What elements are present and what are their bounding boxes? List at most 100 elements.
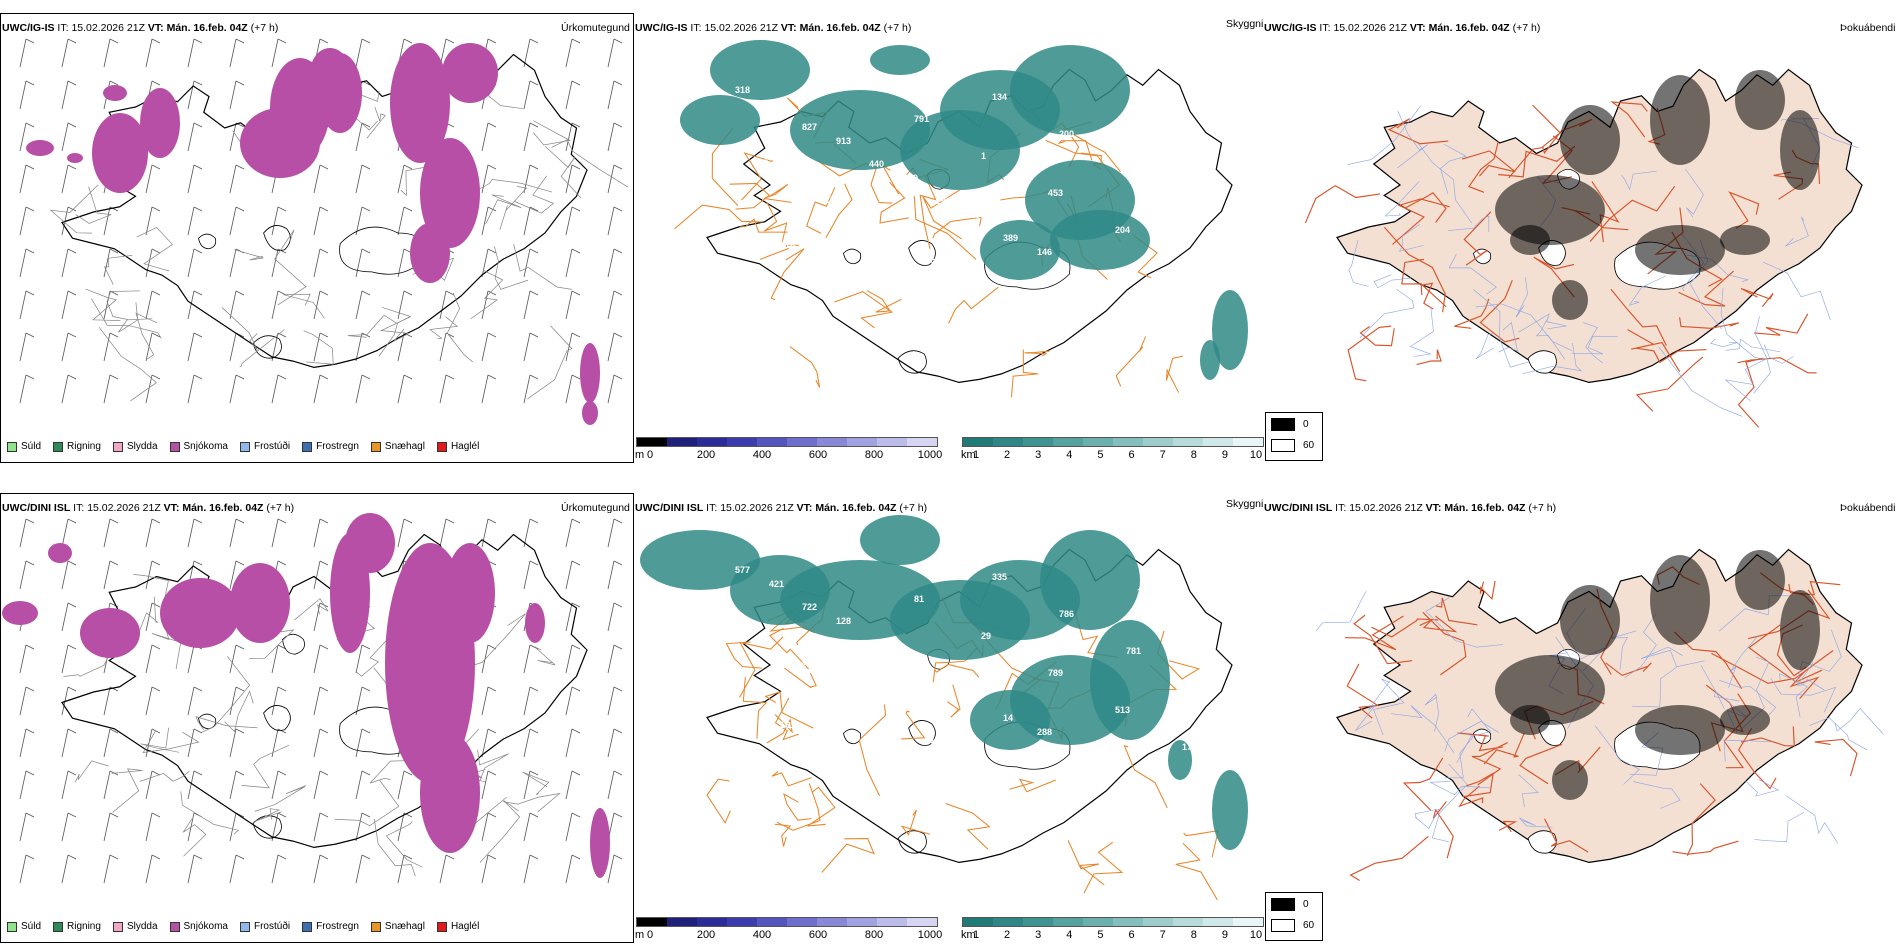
colorbar-segment bbox=[637, 438, 667, 446]
ceiling-label: 789 bbox=[1048, 668, 1063, 678]
network-line bbox=[1383, 226, 1446, 313]
network-line bbox=[1424, 693, 1439, 732]
network-line bbox=[139, 770, 190, 782]
network-line bbox=[934, 663, 980, 678]
wind-barb bbox=[103, 728, 119, 758]
fog-patch bbox=[1650, 555, 1710, 645]
wind-barb bbox=[313, 206, 329, 236]
wind-barb bbox=[523, 206, 539, 236]
wind-barb bbox=[103, 686, 119, 716]
network-line bbox=[1770, 678, 1837, 713]
network-line bbox=[759, 244, 799, 260]
wind-barb bbox=[565, 290, 581, 320]
colorbar-segment bbox=[727, 918, 757, 926]
network-line bbox=[347, 314, 398, 338]
wind-barb bbox=[565, 206, 581, 236]
wind-barb bbox=[187, 854, 203, 884]
fog-patch bbox=[1780, 110, 1820, 190]
glacier-outline bbox=[263, 225, 291, 251]
legend-swatch bbox=[7, 921, 17, 932]
wind-barb bbox=[187, 206, 203, 236]
legend-label: Frostúði bbox=[253, 921, 291, 932]
network-line bbox=[1779, 673, 1808, 718]
wind-barb bbox=[523, 38, 539, 68]
network-line bbox=[551, 139, 629, 188]
network-line bbox=[1432, 801, 1454, 859]
wind-barb bbox=[187, 38, 203, 68]
wind-barb bbox=[607, 686, 623, 716]
wind-barb bbox=[145, 206, 161, 236]
network-line bbox=[1359, 326, 1395, 347]
legend-label: Snjókoma bbox=[183, 441, 228, 452]
network-line bbox=[932, 216, 982, 239]
wind-barb bbox=[481, 248, 497, 278]
fog-patch bbox=[1560, 585, 1620, 655]
network-line bbox=[1522, 343, 1583, 375]
wind-barb bbox=[145, 812, 161, 842]
colorbar-tick-label: 1000 bbox=[917, 929, 943, 941]
network-line bbox=[1009, 778, 1056, 793]
ceiling-label: 513 bbox=[1115, 705, 1130, 715]
ceiling-label: 229 bbox=[1204, 144, 1219, 154]
network-line bbox=[1349, 835, 1429, 882]
ceiling-label: 90 bbox=[1104, 284, 1114, 294]
wind-barb bbox=[355, 164, 371, 194]
ceiling-label: 156 bbox=[925, 255, 940, 265]
network-line bbox=[919, 175, 937, 249]
precip-legend-item: Rigning bbox=[53, 921, 101, 932]
colorbar-segment bbox=[847, 438, 877, 446]
legend-swatch bbox=[436, 441, 447, 452]
network-line bbox=[1610, 288, 1667, 346]
wind-barb bbox=[523, 644, 539, 674]
wind-barb bbox=[565, 644, 581, 674]
precip-type-legend-top: Súld Rigning Slydda Snjókoma Frostúði Frostre… bbox=[7, 441, 491, 452]
ceiling-label: 316 bbox=[780, 240, 795, 250]
network-line bbox=[1725, 338, 1781, 353]
colorbar-tick-label: 600 bbox=[808, 929, 828, 941]
network-line bbox=[1420, 282, 1434, 310]
glacier-outline bbox=[263, 705, 291, 731]
product-label-fog-top: Þokuábendi bbox=[1840, 22, 1896, 34]
wind-barb bbox=[481, 374, 497, 404]
network-line bbox=[74, 760, 109, 783]
legend-swatch bbox=[169, 921, 180, 932]
wind-barb bbox=[565, 80, 581, 110]
colorbar-unit: km bbox=[961, 449, 976, 461]
wind-barb bbox=[19, 374, 35, 404]
wind-barb bbox=[355, 248, 371, 278]
wind-barb bbox=[61, 518, 77, 548]
colorbar-tick-label: 7 bbox=[1159, 929, 1166, 941]
precip-legend-item: Súld bbox=[7, 921, 41, 932]
legend-label: Snæhagl bbox=[384, 441, 425, 452]
network-line bbox=[1479, 280, 1520, 343]
colorbar-tick-label: 1 bbox=[972, 929, 980, 941]
network-line bbox=[1679, 317, 1740, 329]
precip-type-panel-top bbox=[0, 13, 634, 463]
network-line bbox=[1737, 357, 1764, 428]
wind-barb bbox=[61, 770, 77, 800]
legend-label: Slydda bbox=[126, 921, 158, 932]
colorbar-tick-label: 9 bbox=[1221, 929, 1228, 941]
ceiling-label: 134 bbox=[992, 92, 1007, 102]
network-line bbox=[239, 329, 285, 368]
network-line bbox=[135, 312, 158, 360]
precip-legend-item: Slydda bbox=[112, 921, 158, 932]
wind-barb bbox=[103, 332, 119, 362]
network-line bbox=[1633, 781, 1681, 809]
visibility-patch bbox=[710, 40, 810, 100]
colorbar-segment bbox=[993, 918, 1023, 926]
wind-barb bbox=[229, 644, 245, 674]
network-line bbox=[789, 346, 821, 388]
snowfall-patch bbox=[445, 543, 495, 643]
low-visibility-area bbox=[640, 515, 1248, 850]
colorbar-segment bbox=[817, 438, 847, 446]
wind-barb bbox=[607, 518, 623, 548]
wind-barb bbox=[565, 38, 581, 68]
network-line bbox=[764, 201, 788, 244]
wind-barb bbox=[61, 38, 77, 68]
colorbar-segment bbox=[637, 918, 667, 926]
network-line bbox=[1658, 346, 1743, 417]
colorbar-unit: km bbox=[961, 929, 976, 941]
network-line bbox=[1387, 118, 1449, 145]
colorbar-segment bbox=[697, 918, 727, 926]
